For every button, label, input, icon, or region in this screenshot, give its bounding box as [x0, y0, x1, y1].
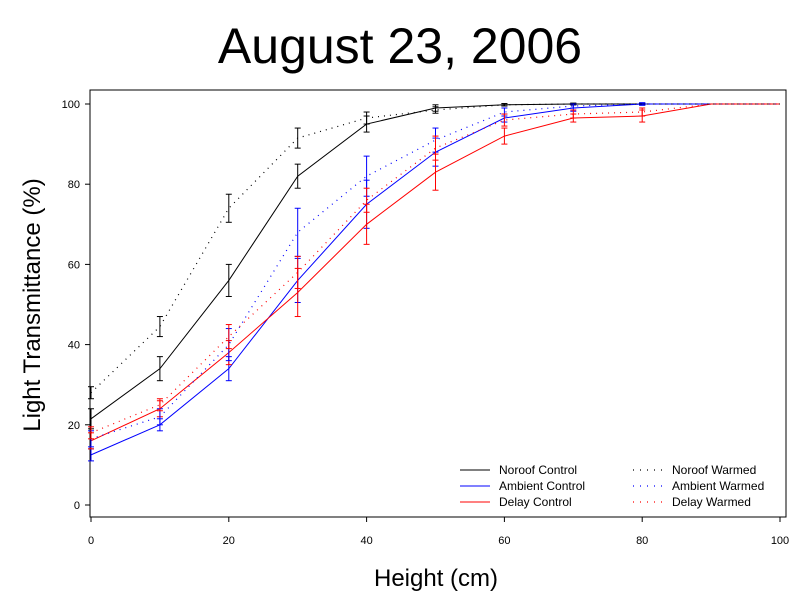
- legend-label: Delay Control: [499, 495, 572, 509]
- error-bar: [88, 408, 94, 430]
- error-bar: [639, 107, 646, 117]
- series-line-ambient-warmed: [90, 103, 780, 440]
- y-tick-label: 80: [68, 179, 80, 191]
- error-bar: [501, 127, 508, 145]
- error-bar: [432, 106, 439, 114]
- error-bar: [294, 207, 301, 257]
- y-axis-label: Light Transmittance (%): [19, 178, 46, 431]
- legend-label: Ambient Warmed: [672, 479, 764, 493]
- error-bar: [501, 103, 508, 107]
- x-tick-label: 40: [360, 535, 372, 547]
- error-bar: [570, 103, 577, 109]
- chart-title: August 23, 2006: [218, 18, 582, 74]
- y-tick-label: 60: [68, 259, 80, 271]
- error-bar: [225, 263, 232, 297]
- x-tick-label: 80: [636, 535, 648, 547]
- error-bar: [88, 386, 94, 400]
- y-axis: 0 20 40 60 80 100: [62, 99, 90, 512]
- series-line-noroof-warmed: [90, 103, 780, 394]
- x-axis-label: Height (cm): [374, 565, 498, 592]
- error-bar: [294, 163, 301, 189]
- error-bar: [294, 255, 301, 289]
- legend-label: Ambient Control: [499, 479, 585, 493]
- error-bar: [294, 127, 301, 149]
- error-bar: [363, 111, 370, 125]
- error-bar: [225, 193, 232, 223]
- error-bar: [570, 109, 577, 119]
- x-tick-label: 100: [771, 535, 789, 547]
- legend-label: Noroof Warmed: [672, 463, 756, 477]
- legend-label: Noroof Control: [499, 463, 577, 477]
- error-bar: [363, 187, 370, 213]
- error-bar: [156, 356, 163, 382]
- error-bar: [501, 113, 508, 127]
- y-tick-label: 40: [68, 340, 80, 352]
- y-tick-label: 20: [68, 420, 80, 432]
- y-tick-label: 100: [62, 99, 80, 111]
- x-tick-label: 20: [223, 535, 235, 547]
- x-tick-label: 60: [498, 535, 510, 547]
- x-axis: 0 20 40 60 80 100: [88, 517, 789, 547]
- error-bar: [88, 426, 94, 440]
- error-bar: [156, 398, 163, 412]
- series-layer: [88, 102, 780, 462]
- error-bar: [225, 324, 232, 350]
- legend: Noroof Control Ambient Control Delay Contr…: [460, 463, 764, 509]
- plot-frame: [89, 89, 787, 518]
- error-bar: [88, 448, 94, 462]
- error-bar: [432, 135, 439, 161]
- error-bar: [639, 102, 646, 106]
- x-tick-label: 0: [88, 535, 94, 547]
- legend-label: Delay Warmed: [672, 495, 751, 509]
- y-tick-label: 0: [74, 500, 80, 512]
- error-bar: [156, 316, 163, 338]
